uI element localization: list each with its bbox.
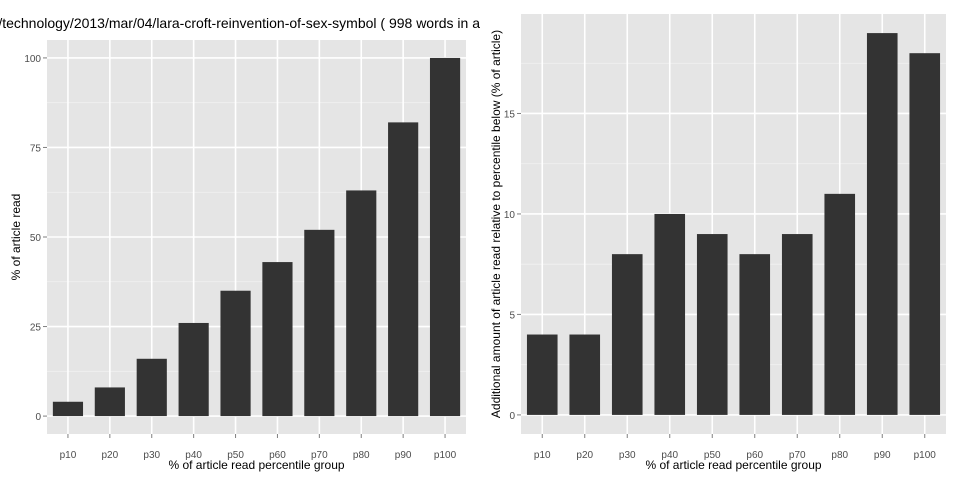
bar-p30 (611, 254, 643, 415)
x-axis-label: % of article read percentile group (168, 458, 344, 472)
y-tick-label: 5 (509, 310, 515, 321)
bar-p100 (429, 57, 461, 417)
bar-p80 (824, 193, 856, 415)
y-axis-label: % of article read (9, 194, 23, 281)
bar-p10 (52, 401, 84, 417)
y-tick-label: 25 (30, 323, 42, 334)
bar-p100 (909, 53, 941, 415)
y-tick-label: 10 (504, 210, 516, 221)
x-tick-label-p20: p20 (576, 450, 593, 461)
bar-p60 (262, 262, 293, 417)
x-tick-label-p90: p90 (395, 450, 412, 461)
bar-p70 (304, 229, 335, 417)
x-tick-label-p100: p100 (434, 450, 457, 461)
bar-p40 (654, 213, 686, 415)
x-tick-label-p40: p40 (661, 450, 678, 461)
bar-p10 (526, 334, 558, 415)
bar-p90 (388, 122, 419, 417)
x-tick-label-p30: p30 (619, 450, 636, 461)
x-axis-label: % of article read percentile group (645, 458, 821, 472)
bar-p30 (136, 358, 167, 417)
chart-title: /technology/2013/mar/04/lara-croft-reinv… (0, 15, 480, 35)
y-axis-label: Additional amount of article read relati… (489, 30, 503, 418)
y-tick-label: 50 (30, 233, 42, 244)
bar-p20 (94, 387, 125, 417)
chart-title-text: /technology/2013/mar/04/lara-croft-reinv… (0, 15, 480, 31)
chart-panel-2: 0 5 10 15 p10 p20 p30 p40 p50 p60 p70 p80 p90 p100 % o… (489, 14, 946, 472)
bar-p60 (739, 254, 771, 415)
y-tick-label: 15 (504, 109, 516, 120)
y-tick-label: 100 (24, 54, 41, 65)
bar-p70 (781, 234, 813, 415)
bar-p90 (866, 33, 898, 415)
x-tick-label-p80: p80 (353, 450, 370, 461)
y-tick-label: 0 (509, 411, 515, 422)
y-tick-label: 0 (35, 412, 41, 423)
x-tick-label-p80: p80 (831, 450, 848, 461)
x-tick-label-p50: p50 (227, 450, 244, 461)
bar-p50 (696, 234, 728, 415)
x-tick-label-p60: p60 (269, 450, 286, 461)
x-tick-label-p70: p70 (789, 450, 806, 461)
x-tick-label-p40: p40 (185, 450, 202, 461)
x-tick-label-p30: p30 (143, 450, 160, 461)
bar-p20 (569, 334, 601, 415)
y-tick-label: 75 (30, 143, 42, 154)
chart-panel-1: 0 25 50 75 100 p10 p20 p30 p40 p50 p60 p70 p80 p90 p10… (9, 40, 466, 472)
bar-p40 (178, 322, 209, 417)
bar-p80 (346, 190, 377, 417)
x-tick-label-p50: p50 (704, 450, 721, 461)
x-tick-label-p100: p100 (914, 450, 937, 461)
x-tick-label-p10: p10 (60, 450, 77, 461)
bar-p50 (220, 290, 251, 417)
x-tick-label-p60: p60 (746, 450, 763, 461)
x-tick-label-p90: p90 (874, 450, 891, 461)
x-tick-label-p20: p20 (102, 450, 119, 461)
x-tick-label-p10: p10 (534, 450, 551, 461)
x-tick-label-p70: p70 (311, 450, 328, 461)
